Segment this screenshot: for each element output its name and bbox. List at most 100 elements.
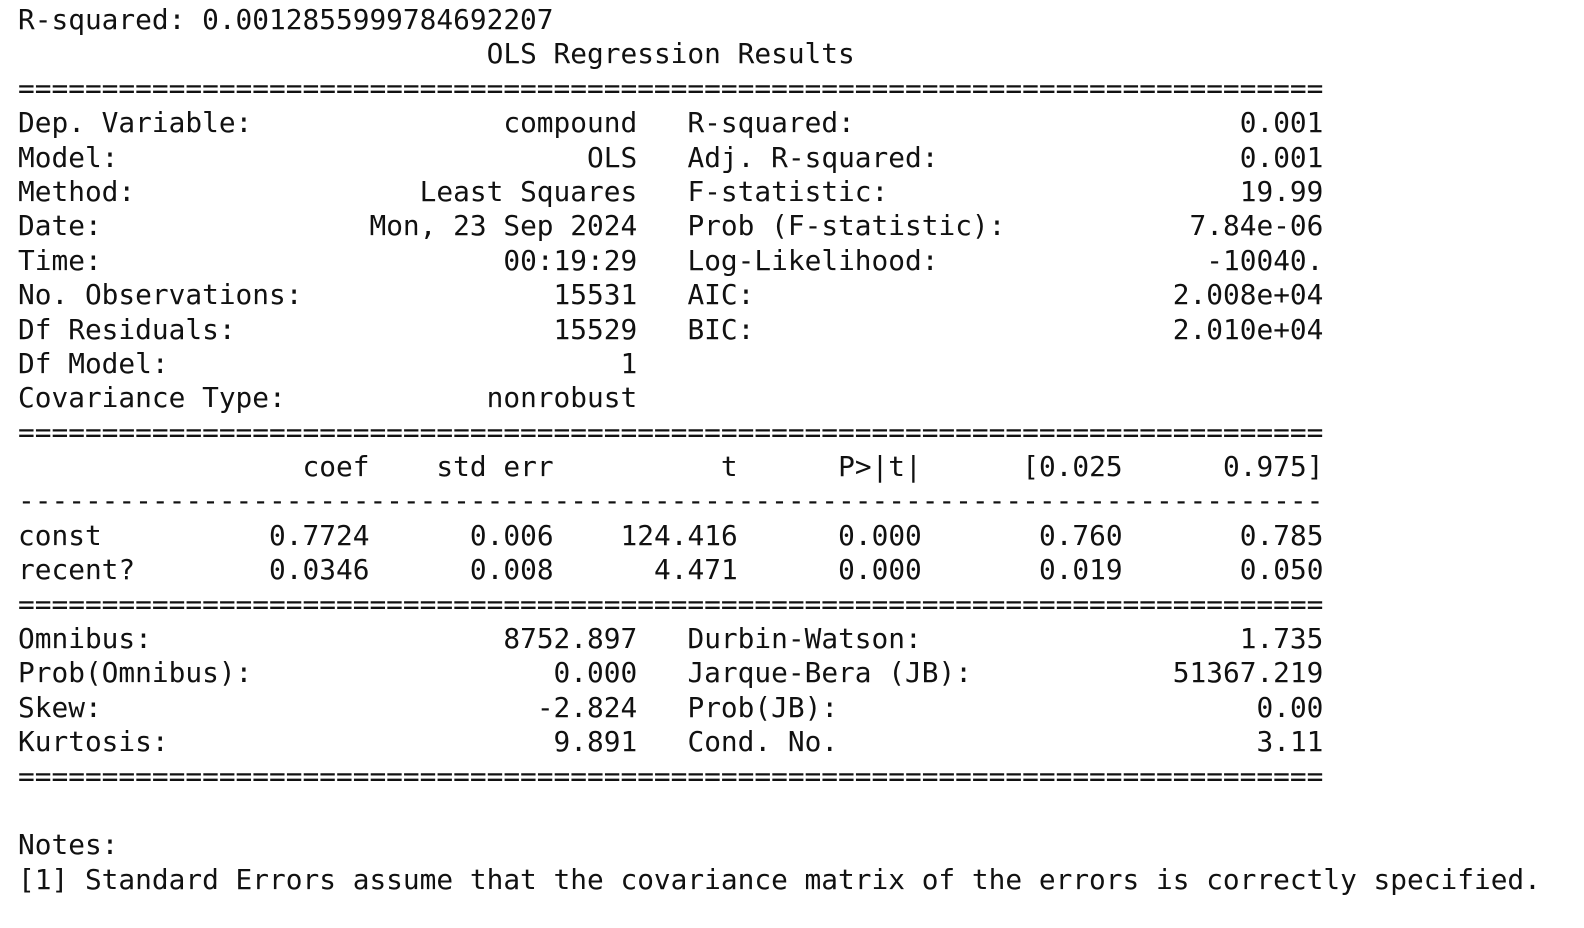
diagnostic-label: Kurtosis: <box>18 725 169 759</box>
summary-value: Mon, 23 Sep 2024 <box>369 209 638 243</box>
summary-label-2: Log-Likelihood: <box>687 243 939 277</box>
summary-label-2: AIC: <box>687 278 755 312</box>
regression-output: R-squared: 0.0012855999784692207 OLS Reg… <box>18 3 1541 897</box>
summary-label: Model: <box>18 140 119 174</box>
diagnostic-label: Skew: <box>18 690 102 724</box>
diagnostic-value-2: 51367.219 <box>1172 656 1324 690</box>
summary-row: Df Residuals: 15529 BIC: 2.010e+04 <box>18 313 1541 347</box>
summary-label-2: Adj. R-squared: <box>687 140 939 174</box>
summary-value: compound <box>503 106 638 140</box>
title-line: OLS Regression Results <box>18 37 1541 71</box>
summary-row: No. Observations: 15531 AIC: 2.008e+04 <box>18 278 1541 312</box>
summary-label: Df Residuals: <box>18 312 236 346</box>
coef-header: 0.975] <box>1223 450 1324 484</box>
summary-label: Covariance Type: <box>18 381 286 415</box>
blank-line <box>18 794 1541 828</box>
diagnostic-label: Omnibus: <box>18 622 152 656</box>
coef-header: [0.025 <box>1022 450 1123 484</box>
coef-value: 0.0346 <box>269 553 370 587</box>
summary-value: nonrobust <box>486 381 638 415</box>
separator-double: ========================================… <box>18 72 1541 106</box>
coef-header: t <box>720 450 738 484</box>
summary-value: 1 <box>620 346 638 380</box>
summary-value-2: -10040. <box>1206 243 1324 277</box>
diagnostic-value-2: 1.735 <box>1239 622 1324 656</box>
coef-value: 0.000 <box>838 553 922 587</box>
summary-label: Method: <box>18 174 136 208</box>
diagnostic-row: Prob(Omnibus): 0.000 Jarque-Bera (JB): 5… <box>18 656 1541 690</box>
diagnostic-label-2: Prob(JB): <box>687 690 839 724</box>
diagnostic-label-2: Jarque-Bera (JB): <box>687 656 972 690</box>
coef-value: 0.7724 <box>269 518 370 552</box>
summary-value-2: 0.001 <box>1239 140 1324 174</box>
diagnostic-row: Omnibus: 8752.897 Durbin-Watson: 1.735 <box>18 622 1541 656</box>
coef-value: 0.050 <box>1239 553 1324 587</box>
diagnostic-row: Skew: -2.824 Prob(JB): 0.00 <box>18 691 1541 725</box>
separator-double: ========================================… <box>18 760 1541 794</box>
separator-double: ========================================… <box>18 588 1541 622</box>
coef-value: 0.000 <box>838 518 922 552</box>
summary-label: No. Observations: <box>18 278 303 312</box>
coef-value: 0.006 <box>469 518 554 552</box>
summary-row: Dep. Variable: compound R-squared: 0.001 <box>18 106 1541 140</box>
summary-row: Model: OLS Adj. R-squared: 0.001 <box>18 141 1541 175</box>
summary-value: 00:19:29 <box>503 243 638 277</box>
diagnostic-value-2: 0.00 <box>1256 690 1324 724</box>
separator-single-text: ----------------------------------------… <box>18 484 1324 518</box>
summary-label-2: BIC: <box>687 312 755 346</box>
summary-value-2: 2.008e+04 <box>1172 278 1324 312</box>
notes-title: Notes: <box>18 828 119 862</box>
coef-value: 0.008 <box>469 553 554 587</box>
summary-label-2: F-statistic: <box>687 174 889 208</box>
summary-value: OLS <box>587 140 638 174</box>
summary-value: 15531 <box>553 278 638 312</box>
note-text: [1] Standard Errors assume that the cova… <box>18 862 1541 896</box>
coef-value: 0.760 <box>1038 518 1123 552</box>
summary-label: Df Model: <box>18 346 169 380</box>
diagnostic-label-2: Durbin-Watson: <box>687 622 922 656</box>
coef-row-name: const <box>18 518 102 552</box>
summary-row: Time: 00:19:29 Log-Likelihood: -10040. <box>18 244 1541 278</box>
summary-row: Method: Least Squares F-statistic: 19.99 <box>18 175 1541 209</box>
coef-row: recent? 0.0346 0.008 4.471 0.000 0.019 0… <box>18 553 1541 587</box>
summary-row: Date: Mon, 23 Sep 2024 Prob (F-statistic… <box>18 209 1541 243</box>
diagnostic-label: Prob(Omnibus): <box>18 656 253 690</box>
separator-double-text: ========================================… <box>18 759 1324 793</box>
coef-header: coef <box>302 450 370 484</box>
summary-row: Covariance Type: nonrobust <box>18 381 1541 415</box>
summary-value-2: 2.010e+04 <box>1172 312 1324 346</box>
diagnostic-value: -2.824 <box>536 690 638 724</box>
coef-row: const 0.7724 0.006 124.416 0.000 0.760 0… <box>18 519 1541 553</box>
summary-value-2: 7.84e-06 <box>1189 209 1324 243</box>
summary-value-2: 19.99 <box>1239 174 1324 208</box>
diagnostic-label-2: Cond. No. <box>687 725 839 759</box>
diagnostic-value: 8752.897 <box>503 622 638 656</box>
separator-double-text: ========================================… <box>18 415 1324 449</box>
separator-double-text: ========================================… <box>18 71 1324 105</box>
table-title: OLS Regression Results <box>486 37 855 71</box>
diagnostic-row: Kurtosis: 9.891 Cond. No. 3.11 <box>18 725 1541 759</box>
coef-header: std err <box>436 450 554 484</box>
summary-value: 15529 <box>553 312 638 346</box>
r-squared-text: R-squared: 0.0012855999784692207 <box>18 3 554 36</box>
coef-value: 0.019 <box>1038 553 1123 587</box>
summary-row: Df Model: 1 <box>18 347 1541 381</box>
summary-value-2: 0.001 <box>1239 106 1324 140</box>
coef-value: 0.785 <box>1239 518 1324 552</box>
summary-value: Least Squares <box>419 174 638 208</box>
coef-row-name: recent? <box>18 553 136 587</box>
notes-title-line: Notes: <box>18 828 1541 862</box>
r-squared-line: R-squared: 0.0012855999784692207 <box>18 3 1541 37</box>
summary-label: Time: <box>18 243 102 277</box>
coef-header-row: coef std err t P>|t| [0.025 0.975] <box>18 450 1541 484</box>
summary-label-2: Prob (F-statistic): <box>687 209 1006 243</box>
coef-value: 124.416 <box>620 518 738 552</box>
coef-value: 4.471 <box>654 553 738 587</box>
diagnostic-value: 9.891 <box>553 725 638 759</box>
separator-single: ----------------------------------------… <box>18 484 1541 518</box>
summary-label: Dep. Variable: <box>18 106 253 140</box>
diagnostic-value-2: 3.11 <box>1256 725 1324 759</box>
note-line: [1] Standard Errors assume that the cova… <box>18 863 1541 897</box>
summary-label-2: R-squared: <box>687 106 855 140</box>
separator-double: ========================================… <box>18 416 1541 450</box>
